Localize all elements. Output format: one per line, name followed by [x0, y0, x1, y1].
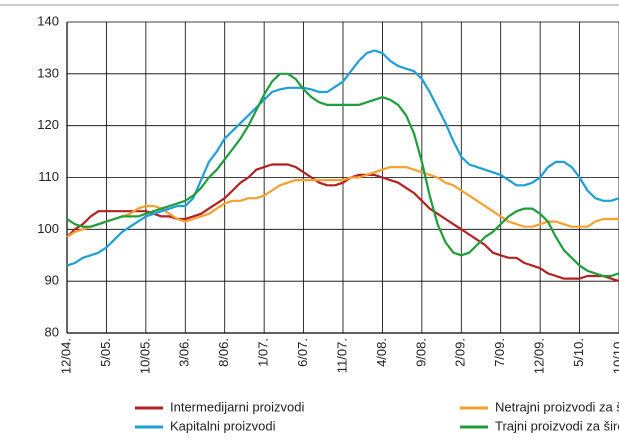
- x-tick-label: 4/08.: [374, 338, 389, 367]
- x-tick-label: 12/04.: [58, 338, 73, 374]
- series-line: [66, 49, 619, 267]
- x-tick-label: 11/07.: [334, 338, 349, 373]
- series-line: [66, 163, 619, 283]
- series-line: [66, 166, 619, 239]
- x-tick-label: 10/05.: [137, 338, 152, 374]
- x-tick-label: 5/05.: [98, 338, 113, 367]
- x-tick-label: 12/09.: [532, 338, 547, 374]
- x-tick-label: 2/09.: [453, 338, 468, 367]
- x-tick-label: 1/07.: [256, 338, 271, 367]
- legend-label: Trajni proizvodi za široku potrošnju: [495, 418, 619, 433]
- x-tick-label: 8/06.: [216, 338, 231, 367]
- x-tick-label: 3/06.: [177, 338, 192, 367]
- y-tick-label: 120: [37, 117, 59, 132]
- legend-label: Netrajni proizvodi za široku potrošnju: [495, 399, 619, 414]
- y-tick-label: 130: [37, 65, 59, 80]
- series-line: [66, 72, 619, 278]
- y-tick-label: 80: [45, 324, 59, 339]
- y-tick-label: 100: [37, 221, 59, 236]
- y-tick-label: 90: [45, 273, 59, 288]
- legend-label: Kapitalni proizvodi: [170, 418, 276, 433]
- x-tick-label: 5/10.: [571, 338, 586, 367]
- x-tick-label: 9/08.: [413, 338, 428, 367]
- legend-label: Intermedijarni proizvodi: [170, 399, 305, 414]
- x-tick-label: 7/09.: [492, 338, 507, 367]
- y-tick-label: 140: [37, 13, 59, 28]
- y-tick-label: 110: [38, 169, 59, 184]
- x-tick-label: 6/07.: [295, 338, 310, 367]
- x-tick-label: 10/10.: [610, 338, 619, 374]
